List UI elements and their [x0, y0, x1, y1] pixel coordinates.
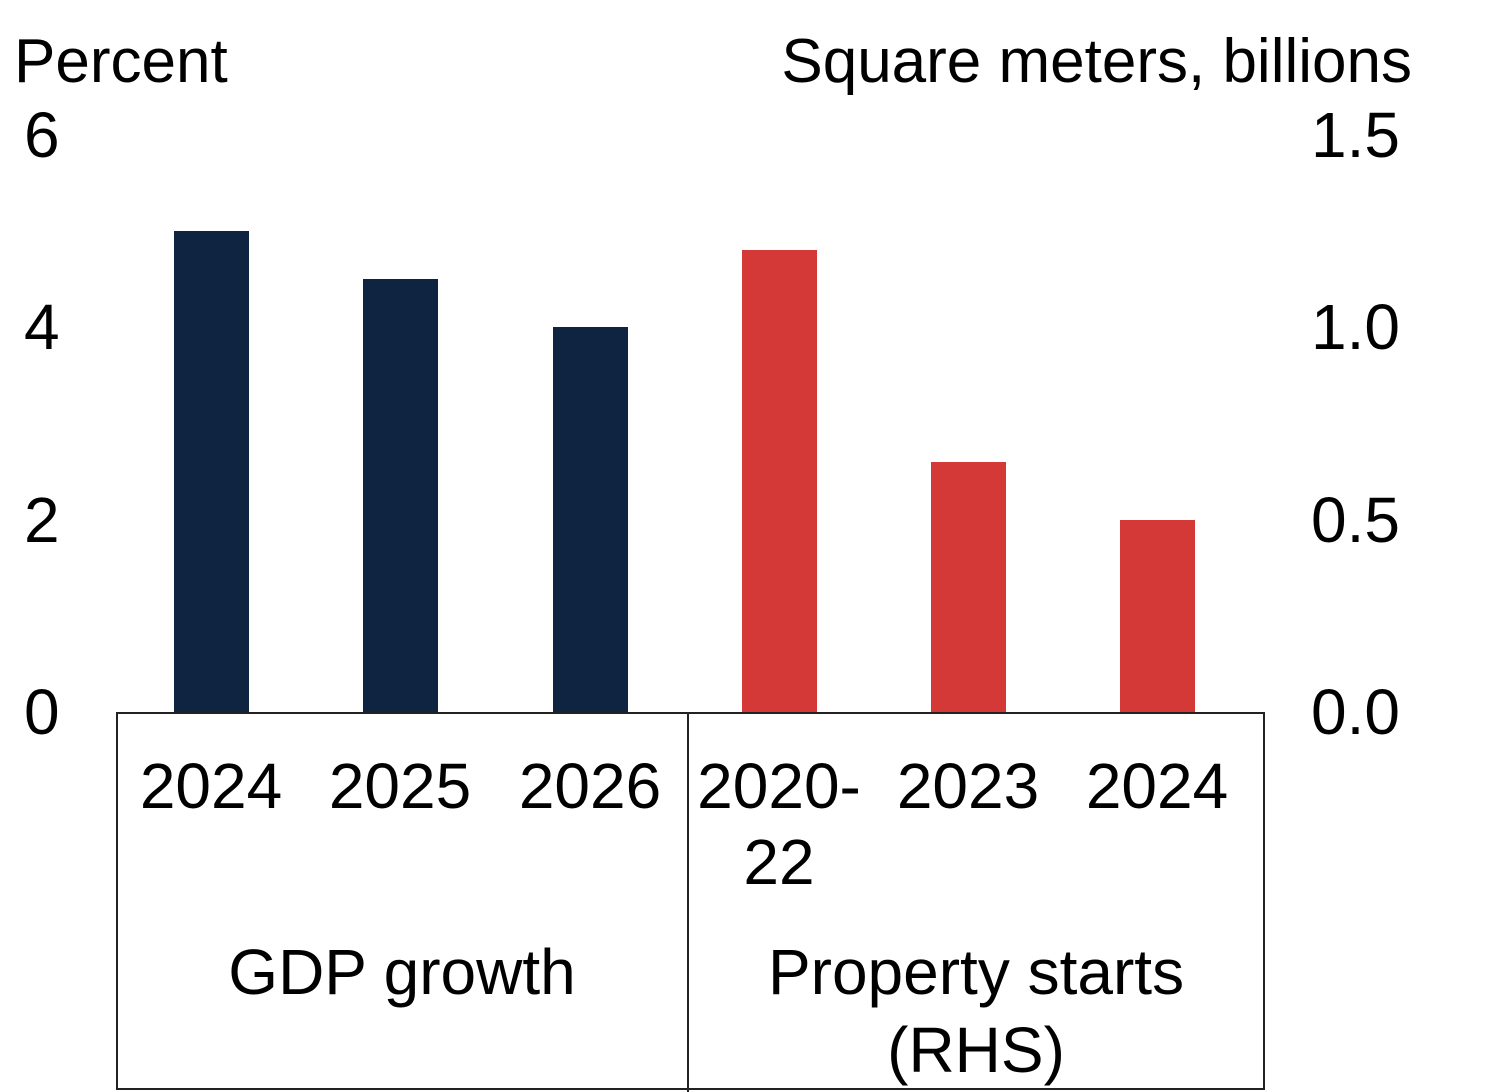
x-category-label-2024: 2024 — [1085, 750, 1229, 822]
right-axis-tick-0.5: 0.5 — [1311, 483, 1400, 556]
bar-property-starts-rhs-2023 — [930, 462, 1006, 712]
bar-gdp-growth-2024 — [173, 231, 249, 712]
group-label-gdp-growth: GDP growth — [228, 936, 576, 1008]
bar-property-starts-rhs-2020-22 — [741, 250, 817, 712]
x-category-label-2024: 2024 — [139, 750, 283, 822]
x-axis-category-box — [116, 712, 1265, 1090]
left-axis-tick-0: 0 — [24, 676, 60, 748]
left-axis-title: Percent — [14, 27, 228, 96]
right-axis-title: Square meters, billions — [781, 27, 1412, 96]
bar-gdp-growth-2025 — [362, 279, 438, 712]
x-category-label-2020-22: 2020-22 — [697, 750, 861, 898]
x-category-label-2023: 2023 — [896, 750, 1040, 822]
bar-gdp-growth-2026 — [552, 327, 628, 712]
group-label-property-starts: Property starts (RHS) — [767, 936, 1185, 1086]
right-axis-tick-0.0: 0.0 — [1311, 676, 1400, 748]
left-axis-tick-4: 4 — [24, 291, 60, 364]
left-axis-tick-6: 6 — [24, 99, 60, 172]
right-axis-tick-1.5: 1.5 — [1311, 99, 1400, 172]
bar-property-starts-rhs-2024 — [1119, 520, 1195, 712]
group-divider-line — [687, 712, 689, 1092]
x-category-label-2026: 2026 — [518, 750, 662, 822]
x-category-label-2025: 2025 — [328, 750, 472, 822]
right-axis-tick-1.0: 1.0 — [1311, 291, 1400, 364]
left-axis-tick-2: 2 — [24, 483, 60, 556]
